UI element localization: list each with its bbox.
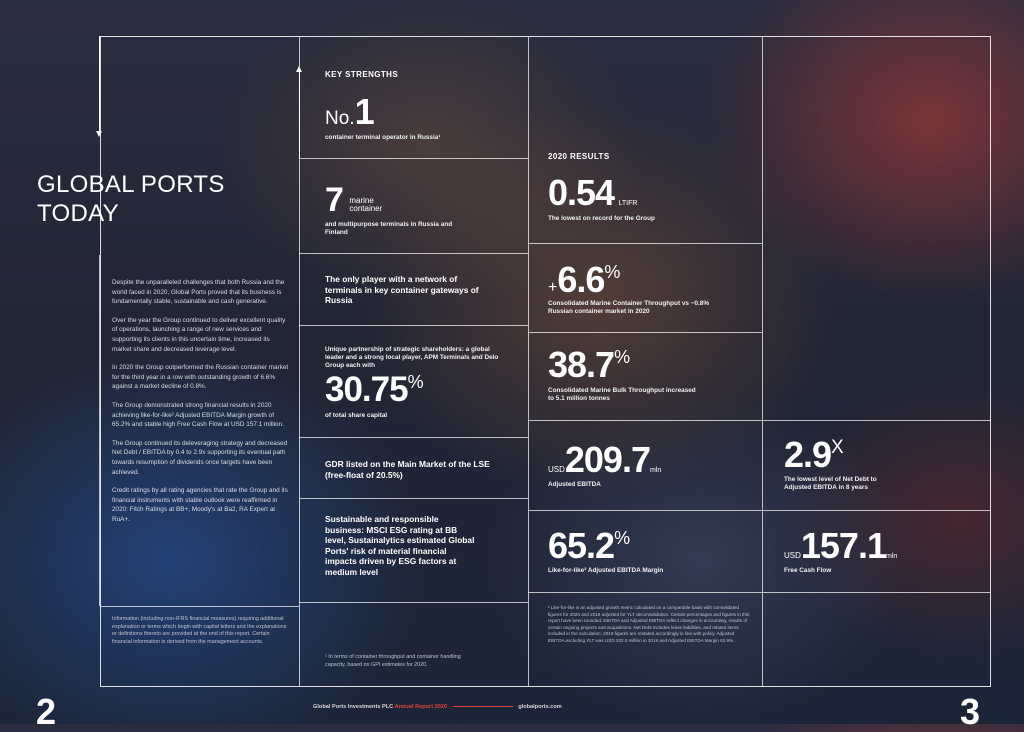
ltifr-value: 0.54 xyxy=(548,172,615,213)
arrow-down-icon xyxy=(96,131,102,137)
intro-paragraph: The Group demonstrated strong financial … xyxy=(112,401,284,429)
row-divider xyxy=(299,437,528,438)
down-arrow-line xyxy=(99,36,100,132)
footnote-2: ² Like-for-like is an adjusted growth me… xyxy=(548,605,750,643)
netdebt-x: X xyxy=(831,437,844,458)
margin-pct: % xyxy=(614,528,631,548)
row-divider xyxy=(528,243,762,244)
share-value: 30.75 xyxy=(325,370,409,409)
netdebt-figure: 2.9X xyxy=(784,437,844,473)
intro-paragraph: The Group continued its deleveraging str… xyxy=(112,439,288,476)
share-pct: % xyxy=(407,372,424,392)
fcf-figure: USD157.1mln xyxy=(784,528,897,564)
fcf-unit: mln xyxy=(885,553,898,560)
fcf-currency: USD xyxy=(784,551,801,560)
bulk-pct: % xyxy=(614,347,631,367)
container-pct: % xyxy=(604,262,621,282)
margin-caption: Like-for-like² Adjusted EBITDA Margin xyxy=(548,567,664,574)
arrow-up-icon xyxy=(296,66,302,72)
marine-caption: and multipurpose terminals in Russia and… xyxy=(325,221,453,236)
footer-site[interactable]: globalports.com xyxy=(518,704,562,710)
bulk-value: 38.7 xyxy=(548,344,615,385)
ebitda-caption: Adjusted EBITDA xyxy=(548,481,601,488)
text-rule xyxy=(99,255,100,606)
intro-text: Despite the unparalleled challenges that… xyxy=(112,278,290,533)
row-divider xyxy=(299,158,528,159)
footer-rule xyxy=(452,706,513,708)
margin-figure: 65.2% xyxy=(548,528,630,564)
fcf-caption: Free Cash Flow xyxy=(784,567,832,574)
footer-text: Global Ports Investments PLC Annual Repo… xyxy=(313,704,562,710)
row-divider xyxy=(528,592,991,593)
container-figure: +6.6% xyxy=(548,262,620,298)
column-divider xyxy=(528,36,529,687)
ebitda-figure: USD209.7mln xyxy=(548,442,661,478)
esg-text: Sustainable and responsible business: MS… xyxy=(325,514,475,577)
row-divider xyxy=(100,606,299,607)
footer-report: Annual Report 2020 xyxy=(394,704,448,710)
container-value: 6.6 xyxy=(557,259,605,300)
partnership-text: Unique partnership of strategic sharehol… xyxy=(325,346,499,369)
gdr-text: GDR listed on the Main Market of the LSE… xyxy=(325,459,490,480)
bulk-figure: 38.7% xyxy=(548,347,630,383)
info-note: Information (including non-IFRS financia… xyxy=(112,616,287,645)
up-arrow-line xyxy=(299,72,300,158)
ltifr-figure: 0.54 LTIFR xyxy=(548,175,637,211)
footnote-1: ¹ In terms of container throughput and c… xyxy=(325,654,461,668)
page-title: GLOBAL PORTS TODAY xyxy=(37,170,225,228)
ebitda-unit: mln xyxy=(649,467,662,474)
container-caption: Consolidated Marine Container Throughput… xyxy=(548,300,710,315)
page-frame xyxy=(100,36,991,687)
marine-word: container xyxy=(349,204,383,213)
results-heading: 2020 RESULTS xyxy=(548,152,610,161)
fcf-value: 157.1 xyxy=(800,525,887,566)
intro-paragraph: Over the year the Group continued to del… xyxy=(112,316,286,353)
column-divider xyxy=(299,36,300,687)
title-line: GLOBAL PORTS xyxy=(37,171,225,198)
intro-paragraph: Despite the unparalleled challenges that… xyxy=(112,279,285,306)
only-player-text: The only player with a network of termin… xyxy=(325,274,479,306)
key-strengths-heading: KEY STRENGTHS xyxy=(325,70,399,79)
footer-company: Global Ports Investments PLC xyxy=(313,704,394,710)
marine-word: marine xyxy=(349,196,374,205)
ltifr-caption: The lowest on record for the Group xyxy=(548,215,655,222)
ebitda-value: 209.7 xyxy=(564,439,651,480)
marine-figure: 7 marine container xyxy=(325,183,382,217)
marine-value: 7 xyxy=(325,181,344,219)
netdebt-value: 2.9 xyxy=(784,434,832,475)
page-number-left: 2 xyxy=(36,691,57,732)
margin-value: 65.2 xyxy=(548,525,615,566)
row-divider xyxy=(528,420,991,421)
rank-prefix: No. xyxy=(325,108,355,129)
row-divider xyxy=(299,325,528,326)
rank-caption: container terminal operator in Russia¹ xyxy=(325,134,441,141)
row-divider xyxy=(528,332,762,333)
container-prefix: + xyxy=(548,279,558,296)
rank-value: 1 xyxy=(354,91,375,132)
marine-words: marine container xyxy=(349,197,382,213)
page-number-right: 3 xyxy=(960,691,981,732)
bulk-caption: Consolidated Marine Bulk Throughput incr… xyxy=(548,387,696,402)
row-divider xyxy=(299,498,528,499)
intro-paragraph: Credit ratings by all rating agencies th… xyxy=(112,487,288,523)
share-figure: 30.75% xyxy=(325,372,424,407)
column-divider xyxy=(762,36,763,687)
ebitda-currency: USD xyxy=(548,465,565,474)
title-line: TODAY xyxy=(37,200,119,227)
row-divider xyxy=(528,510,991,511)
intro-paragraph: In 2020 the Group outperformed the Russi… xyxy=(112,364,289,391)
row-divider xyxy=(299,253,528,254)
ltifr-unit: LTIFR xyxy=(618,200,638,207)
rank-figure: No.1 xyxy=(325,91,375,132)
row-divider xyxy=(299,602,528,603)
share-caption: of total share capital xyxy=(325,412,388,419)
netdebt-caption: The lowest level of Net Debt to Adjusted… xyxy=(784,476,877,491)
